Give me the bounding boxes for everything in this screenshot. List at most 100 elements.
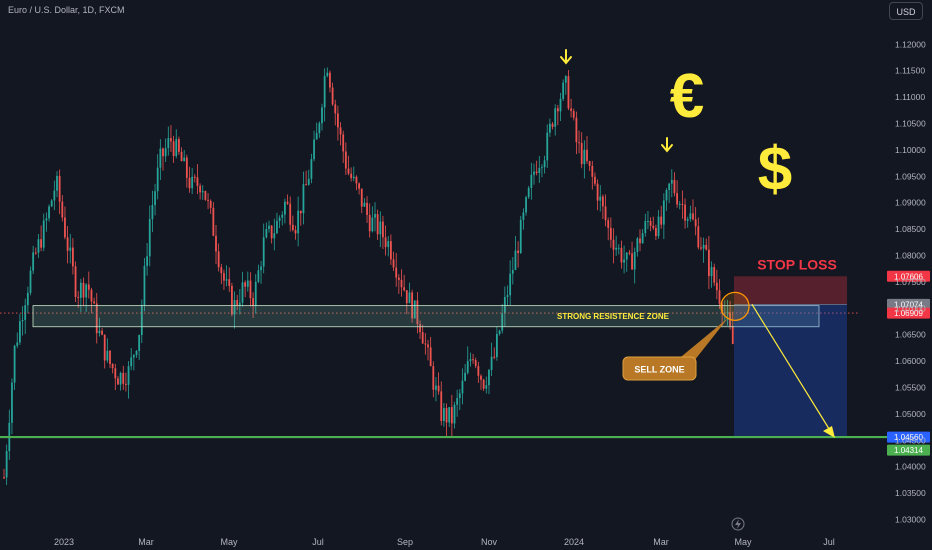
price-tick-label: 1.10500 <box>895 119 926 129</box>
candle-body <box>178 139 180 152</box>
candle-body <box>305 184 307 186</box>
price-label-box <box>887 270 930 282</box>
candle-body <box>238 302 241 306</box>
candle-body <box>660 216 663 225</box>
candle-body <box>652 225 655 228</box>
bolt-icon <box>731 517 745 531</box>
candle-body <box>82 282 85 298</box>
candle-body <box>246 280 249 287</box>
candle-body <box>586 149 588 162</box>
candle-body <box>615 247 618 250</box>
candle-body <box>405 290 408 304</box>
candle-body <box>580 142 583 165</box>
candle-body <box>591 165 594 177</box>
candle-body <box>209 200 212 208</box>
time-tick-label: Mar <box>138 537 154 547</box>
candle-body <box>702 244 705 249</box>
candle-body <box>506 295 509 298</box>
candle-body <box>291 224 294 231</box>
candle-body <box>185 157 188 178</box>
candle-body <box>191 176 194 189</box>
candle-body <box>408 292 411 304</box>
candle-body <box>19 321 21 343</box>
candle-body <box>352 176 355 179</box>
candle-body <box>127 366 130 385</box>
candle-body <box>350 173 353 179</box>
candle-body <box>424 343 427 345</box>
price-tick-label: 1.04500 <box>895 435 926 445</box>
candle-body <box>48 206 50 219</box>
price-label-text: 1.04314 <box>894 446 923 455</box>
candle-body <box>570 108 572 112</box>
candle-body <box>323 76 326 108</box>
candle-body <box>607 220 610 228</box>
candle-body <box>631 253 633 270</box>
candle-body <box>432 366 435 390</box>
candle-body <box>61 201 64 218</box>
candle-body <box>167 138 170 149</box>
candle-body <box>95 303 98 334</box>
candle-body <box>493 356 496 358</box>
candle-body <box>204 191 207 200</box>
candle-body <box>207 199 209 201</box>
candle-body <box>212 207 215 236</box>
candle-body <box>403 287 406 291</box>
candle-body <box>101 330 103 335</box>
candle-body <box>387 241 390 248</box>
candle-body <box>188 177 191 189</box>
candle-body <box>66 237 69 251</box>
candle-body <box>572 111 575 118</box>
candle-body <box>477 365 480 376</box>
candle-body <box>64 217 66 238</box>
candle-body <box>289 203 292 225</box>
candle-body <box>321 107 323 124</box>
candle-body <box>612 239 615 250</box>
time-tick-label: May <box>734 537 752 547</box>
candle-body <box>151 205 154 220</box>
candle-body <box>217 251 220 268</box>
candle-body <box>461 380 464 394</box>
candle-body <box>196 177 199 186</box>
sell-zone-circle <box>720 291 750 322</box>
candle-body <box>199 185 201 193</box>
candle-body <box>244 282 247 287</box>
candle-body <box>609 227 612 240</box>
candle-body <box>135 351 138 356</box>
candle-body <box>668 183 671 191</box>
candle-body <box>252 298 254 306</box>
candle-body <box>106 350 109 361</box>
down-arrow-icon <box>661 137 673 153</box>
candle-body <box>162 148 164 157</box>
candle-body <box>602 196 604 207</box>
candle-body <box>535 171 538 174</box>
candle-body <box>482 379 485 389</box>
candle-body <box>313 139 315 160</box>
candle-body <box>132 355 135 358</box>
candle-body <box>371 217 374 232</box>
candle-body <box>241 282 244 303</box>
candle-body <box>74 266 77 297</box>
candle-body <box>474 360 477 366</box>
candle-body <box>79 282 82 298</box>
candle-body <box>400 279 403 288</box>
currency-button[interactable]: USD <box>889 2 923 20</box>
sell-zone-pointer <box>676 318 728 361</box>
candle-body <box>543 160 546 168</box>
candle-body <box>533 171 535 175</box>
price-label-box <box>887 307 930 319</box>
candle-body <box>721 303 724 314</box>
candle-body <box>215 235 217 252</box>
candle-body <box>604 206 607 221</box>
candle-body <box>501 313 504 331</box>
candle-body <box>538 168 541 174</box>
candle-body <box>260 266 262 271</box>
price-tick-label: 1.03500 <box>895 488 926 498</box>
candle-body <box>697 226 700 248</box>
candle-body <box>183 157 186 162</box>
candle-body <box>117 378 119 385</box>
price-tick-label: 1.08500 <box>895 224 926 234</box>
candle-body <box>265 228 268 238</box>
candle-body <box>318 123 321 133</box>
